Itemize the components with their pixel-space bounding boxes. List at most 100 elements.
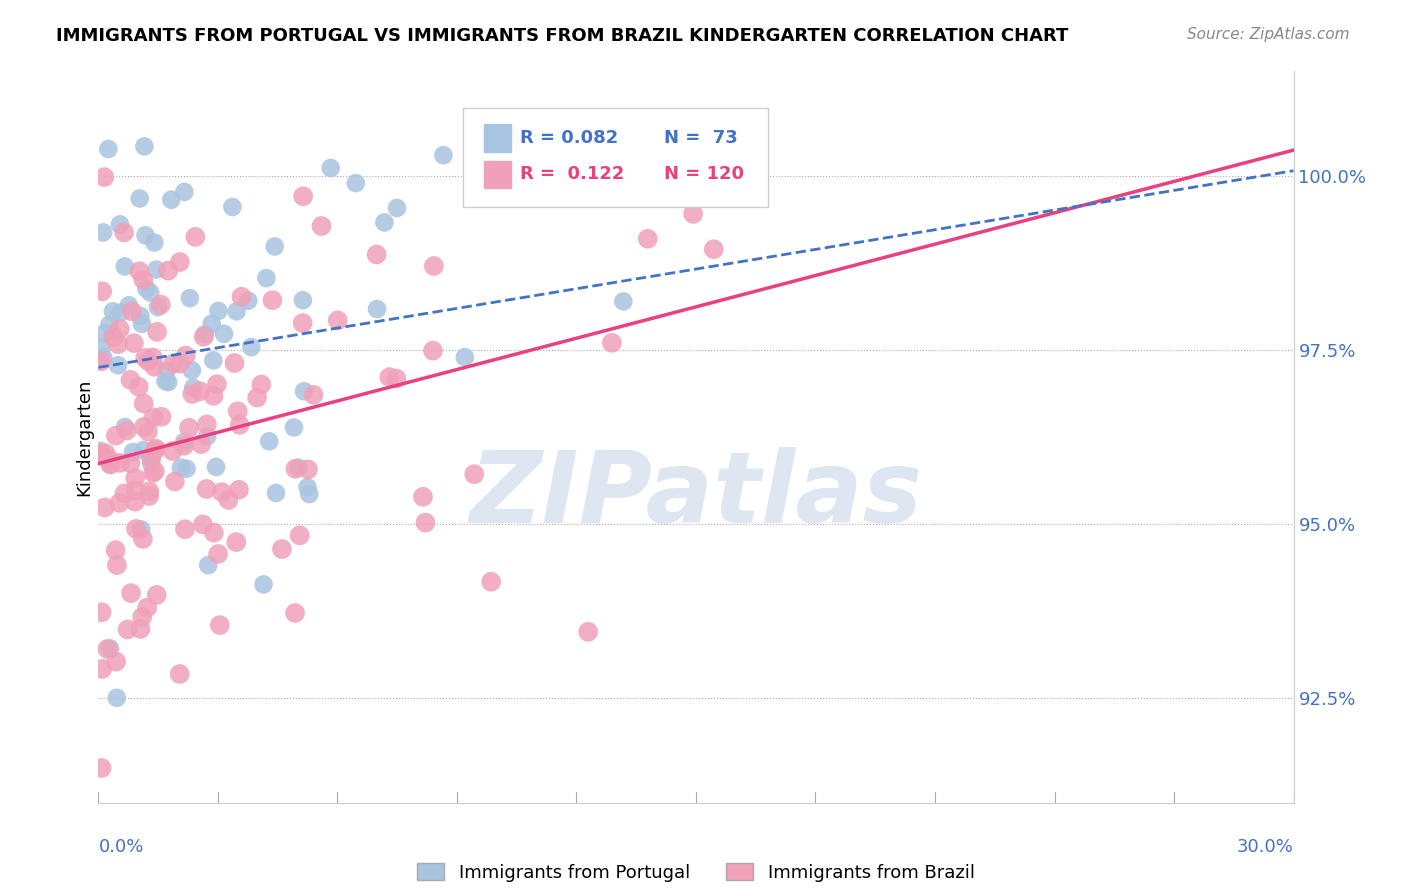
Point	[124, 483, 146, 498]
Bar	[485, 161, 510, 188]
Point	[228, 417, 250, 432]
Point	[262, 293, 284, 308]
Point	[202, 525, 225, 540]
Point	[155, 364, 177, 378]
Point	[211, 485, 233, 500]
Point	[128, 380, 150, 394]
Point	[412, 490, 434, 504]
Point	[142, 466, 165, 480]
Point	[129, 309, 152, 323]
Point	[98, 318, 121, 332]
Point	[297, 462, 319, 476]
Point	[135, 282, 157, 296]
Point	[263, 239, 285, 253]
Point	[105, 655, 128, 669]
Point	[184, 230, 207, 244]
Point	[612, 294, 634, 309]
Point	[201, 317, 224, 331]
Point	[319, 161, 342, 175]
Point	[132, 396, 155, 410]
Point	[105, 690, 128, 705]
Point	[136, 600, 159, 615]
Point	[134, 139, 156, 153]
Point	[177, 421, 200, 435]
Point	[134, 351, 156, 365]
Point	[142, 351, 165, 365]
Point	[291, 316, 314, 330]
Point	[195, 482, 218, 496]
Text: ZIPatlas: ZIPatlas	[470, 447, 922, 544]
Point	[108, 322, 131, 336]
Point	[202, 389, 225, 403]
Point	[221, 200, 243, 214]
Point	[90, 341, 112, 355]
Point	[125, 522, 148, 536]
Point	[115, 424, 138, 438]
Point	[173, 185, 195, 199]
Point	[283, 420, 305, 434]
Point	[90, 354, 112, 368]
Point	[131, 610, 153, 624]
Point	[107, 358, 129, 372]
Point	[287, 460, 309, 475]
Point	[250, 377, 273, 392]
Point	[173, 439, 195, 453]
Point	[91, 285, 114, 299]
Point	[98, 457, 121, 471]
Text: R =  0.122: R = 0.122	[520, 166, 624, 184]
Point	[121, 304, 143, 318]
Point	[143, 442, 166, 457]
Point	[90, 605, 112, 619]
Point	[89, 444, 111, 458]
Point	[124, 494, 146, 508]
Point	[118, 298, 141, 312]
Point	[170, 460, 193, 475]
Point	[194, 327, 217, 342]
Point	[228, 483, 250, 497]
Point	[122, 445, 145, 459]
Point	[145, 442, 167, 456]
Point	[136, 425, 159, 439]
Point	[297, 480, 319, 494]
Text: 30.0%: 30.0%	[1237, 838, 1294, 856]
Point	[136, 354, 159, 368]
Point	[89, 446, 111, 460]
Point	[205, 459, 228, 474]
Point	[661, 134, 683, 148]
Point	[454, 350, 477, 364]
Point	[141, 451, 163, 466]
Point	[208, 618, 231, 632]
Point	[162, 444, 184, 458]
Point	[146, 300, 169, 314]
Text: IMMIGRANTS FROM PORTUGAL VS IMMIGRANTS FROM BRAZIL KINDERGARTEN CORRELATION CHAR: IMMIGRANTS FROM PORTUGAL VS IMMIGRANTS F…	[56, 27, 1069, 45]
Point	[142, 410, 165, 425]
Point	[114, 420, 136, 434]
Point	[291, 293, 314, 308]
Text: Source: ZipAtlas.com: Source: ZipAtlas.com	[1187, 27, 1350, 42]
Point	[146, 325, 169, 339]
Point	[264, 486, 287, 500]
Text: R = 0.082: R = 0.082	[520, 129, 619, 147]
Point	[91, 351, 114, 365]
FancyBboxPatch shape	[463, 108, 768, 207]
Point	[225, 304, 247, 318]
Point	[134, 228, 156, 243]
Point	[90, 761, 112, 775]
Point	[224, 356, 246, 370]
Point	[252, 577, 274, 591]
Point	[129, 622, 152, 636]
Point	[128, 191, 150, 205]
Point	[226, 404, 249, 418]
Y-axis label: Kindergarten: Kindergarten	[75, 378, 93, 496]
Point	[105, 558, 128, 572]
Point	[96, 642, 118, 657]
Point	[138, 489, 160, 503]
Point	[120, 456, 142, 470]
Point	[131, 317, 153, 331]
Point	[124, 471, 146, 485]
Point	[163, 475, 186, 489]
Point	[378, 370, 401, 384]
Point	[238, 293, 260, 308]
Point	[197, 558, 219, 573]
Point	[122, 336, 145, 351]
